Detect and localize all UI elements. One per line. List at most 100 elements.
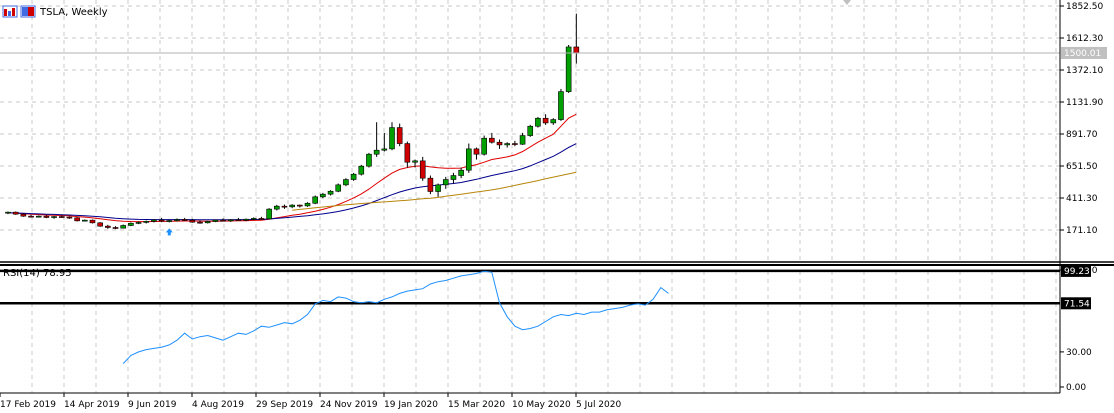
candle-body [174, 219, 180, 221]
candle-body [512, 143, 518, 145]
candle [358, 164, 365, 176]
candle [312, 195, 319, 205]
candle-body [435, 184, 441, 192]
time-tick-label: 10 May 2020 [512, 400, 571, 410]
candle [289, 204, 295, 209]
candle [565, 44, 572, 93]
candle [43, 215, 50, 219]
candle-body [43, 215, 50, 218]
candle-body [358, 165, 365, 175]
candle [297, 204, 303, 208]
candle [335, 183, 342, 193]
rsi-level-label: 71.54 [1064, 299, 1090, 309]
candle [158, 217, 165, 223]
chart-window-icon-bar [12, 8, 15, 16]
candle-body [143, 221, 150, 223]
candle-body [381, 148, 388, 151]
candle-body [105, 225, 111, 228]
candle-body [89, 219, 96, 224]
rsi-level-label: 99.23 [1064, 267, 1090, 277]
candle-body [327, 190, 334, 195]
candle [573, 13, 580, 64]
symbol-icon-part [22, 7, 28, 16]
candle-body [335, 184, 342, 192]
candle [135, 221, 142, 225]
price-tick-label: 891.70 [1066, 130, 1098, 140]
candle [220, 218, 226, 222]
candle-body [58, 216, 65, 218]
candle [58, 215, 65, 218]
candle [558, 88, 564, 121]
candle [227, 219, 234, 222]
candle [28, 214, 34, 218]
chart-window-icon-bar [4, 9, 7, 16]
candle [20, 213, 27, 217]
candle [427, 175, 434, 195]
moving-averages [7, 113, 577, 223]
candle-body [51, 216, 57, 218]
candle-body [66, 216, 73, 219]
candle [51, 216, 57, 219]
arrow-up-icon [165, 228, 173, 236]
candle-body [297, 204, 303, 207]
chart-window-icon-bar [8, 11, 11, 16]
candle [381, 132, 388, 152]
candle [97, 222, 103, 227]
candle-body [235, 219, 242, 222]
candle [105, 224, 111, 229]
candle-body [450, 175, 457, 180]
candles [5, 13, 580, 236]
candle [181, 217, 188, 222]
candle-body [82, 219, 88, 222]
candle-body [258, 218, 265, 220]
candle [489, 132, 495, 144]
candle-body [312, 196, 319, 204]
candle-body [558, 91, 564, 120]
candle-body [343, 179, 349, 186]
candle [189, 218, 196, 223]
candle [512, 140, 518, 147]
current-price-box [1061, 46, 1107, 59]
candle-body [366, 153, 372, 167]
candle [89, 219, 96, 224]
time-tick-label: 15 Mar 2020 [448, 400, 505, 410]
candle-body [97, 222, 103, 227]
candle-body [28, 215, 34, 218]
candle [435, 183, 441, 197]
chart-title: TSLA, Weekly [39, 7, 108, 18]
price-tick-label: 1372.10 [1066, 66, 1103, 76]
candle-body [120, 225, 126, 229]
time-tick-label: 17 Feb 2019 [0, 400, 56, 410]
candle-body [496, 141, 503, 146]
chart-shift-marker-icon [843, 0, 851, 5]
candle-body [181, 219, 188, 221]
candle [174, 218, 180, 222]
candle [404, 141, 411, 168]
time-tick-label: 19 Jan 2020 [384, 400, 438, 410]
candle-body [350, 173, 357, 180]
candle-body [320, 193, 326, 198]
candle-body [565, 46, 572, 92]
candle-body [20, 213, 27, 217]
candle [273, 204, 280, 211]
candle [320, 192, 326, 199]
candle [519, 132, 526, 145]
price-tick-label: 1612.30 [1066, 34, 1103, 44]
symbol-icon-part [28, 7, 34, 16]
candle-body [458, 169, 464, 176]
candle [235, 217, 242, 222]
candle-body [289, 204, 295, 208]
candle-body [404, 143, 411, 163]
candle-body [519, 135, 526, 145]
candle-body [158, 219, 165, 222]
candle [465, 143, 472, 173]
candle-body [74, 217, 80, 222]
candle [281, 204, 288, 209]
price-tick-label: 651.50 [1066, 162, 1098, 172]
time-tick-label: 5 Jul 2020 [576, 400, 621, 410]
candle-body [250, 218, 257, 220]
price-tick-label: 1131.90 [1066, 98, 1103, 108]
rsi-label: RSI(14) 78.95 [3, 268, 72, 279]
